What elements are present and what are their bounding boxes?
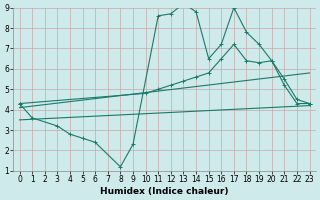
X-axis label: Humidex (Indice chaleur): Humidex (Indice chaleur) bbox=[100, 187, 229, 196]
